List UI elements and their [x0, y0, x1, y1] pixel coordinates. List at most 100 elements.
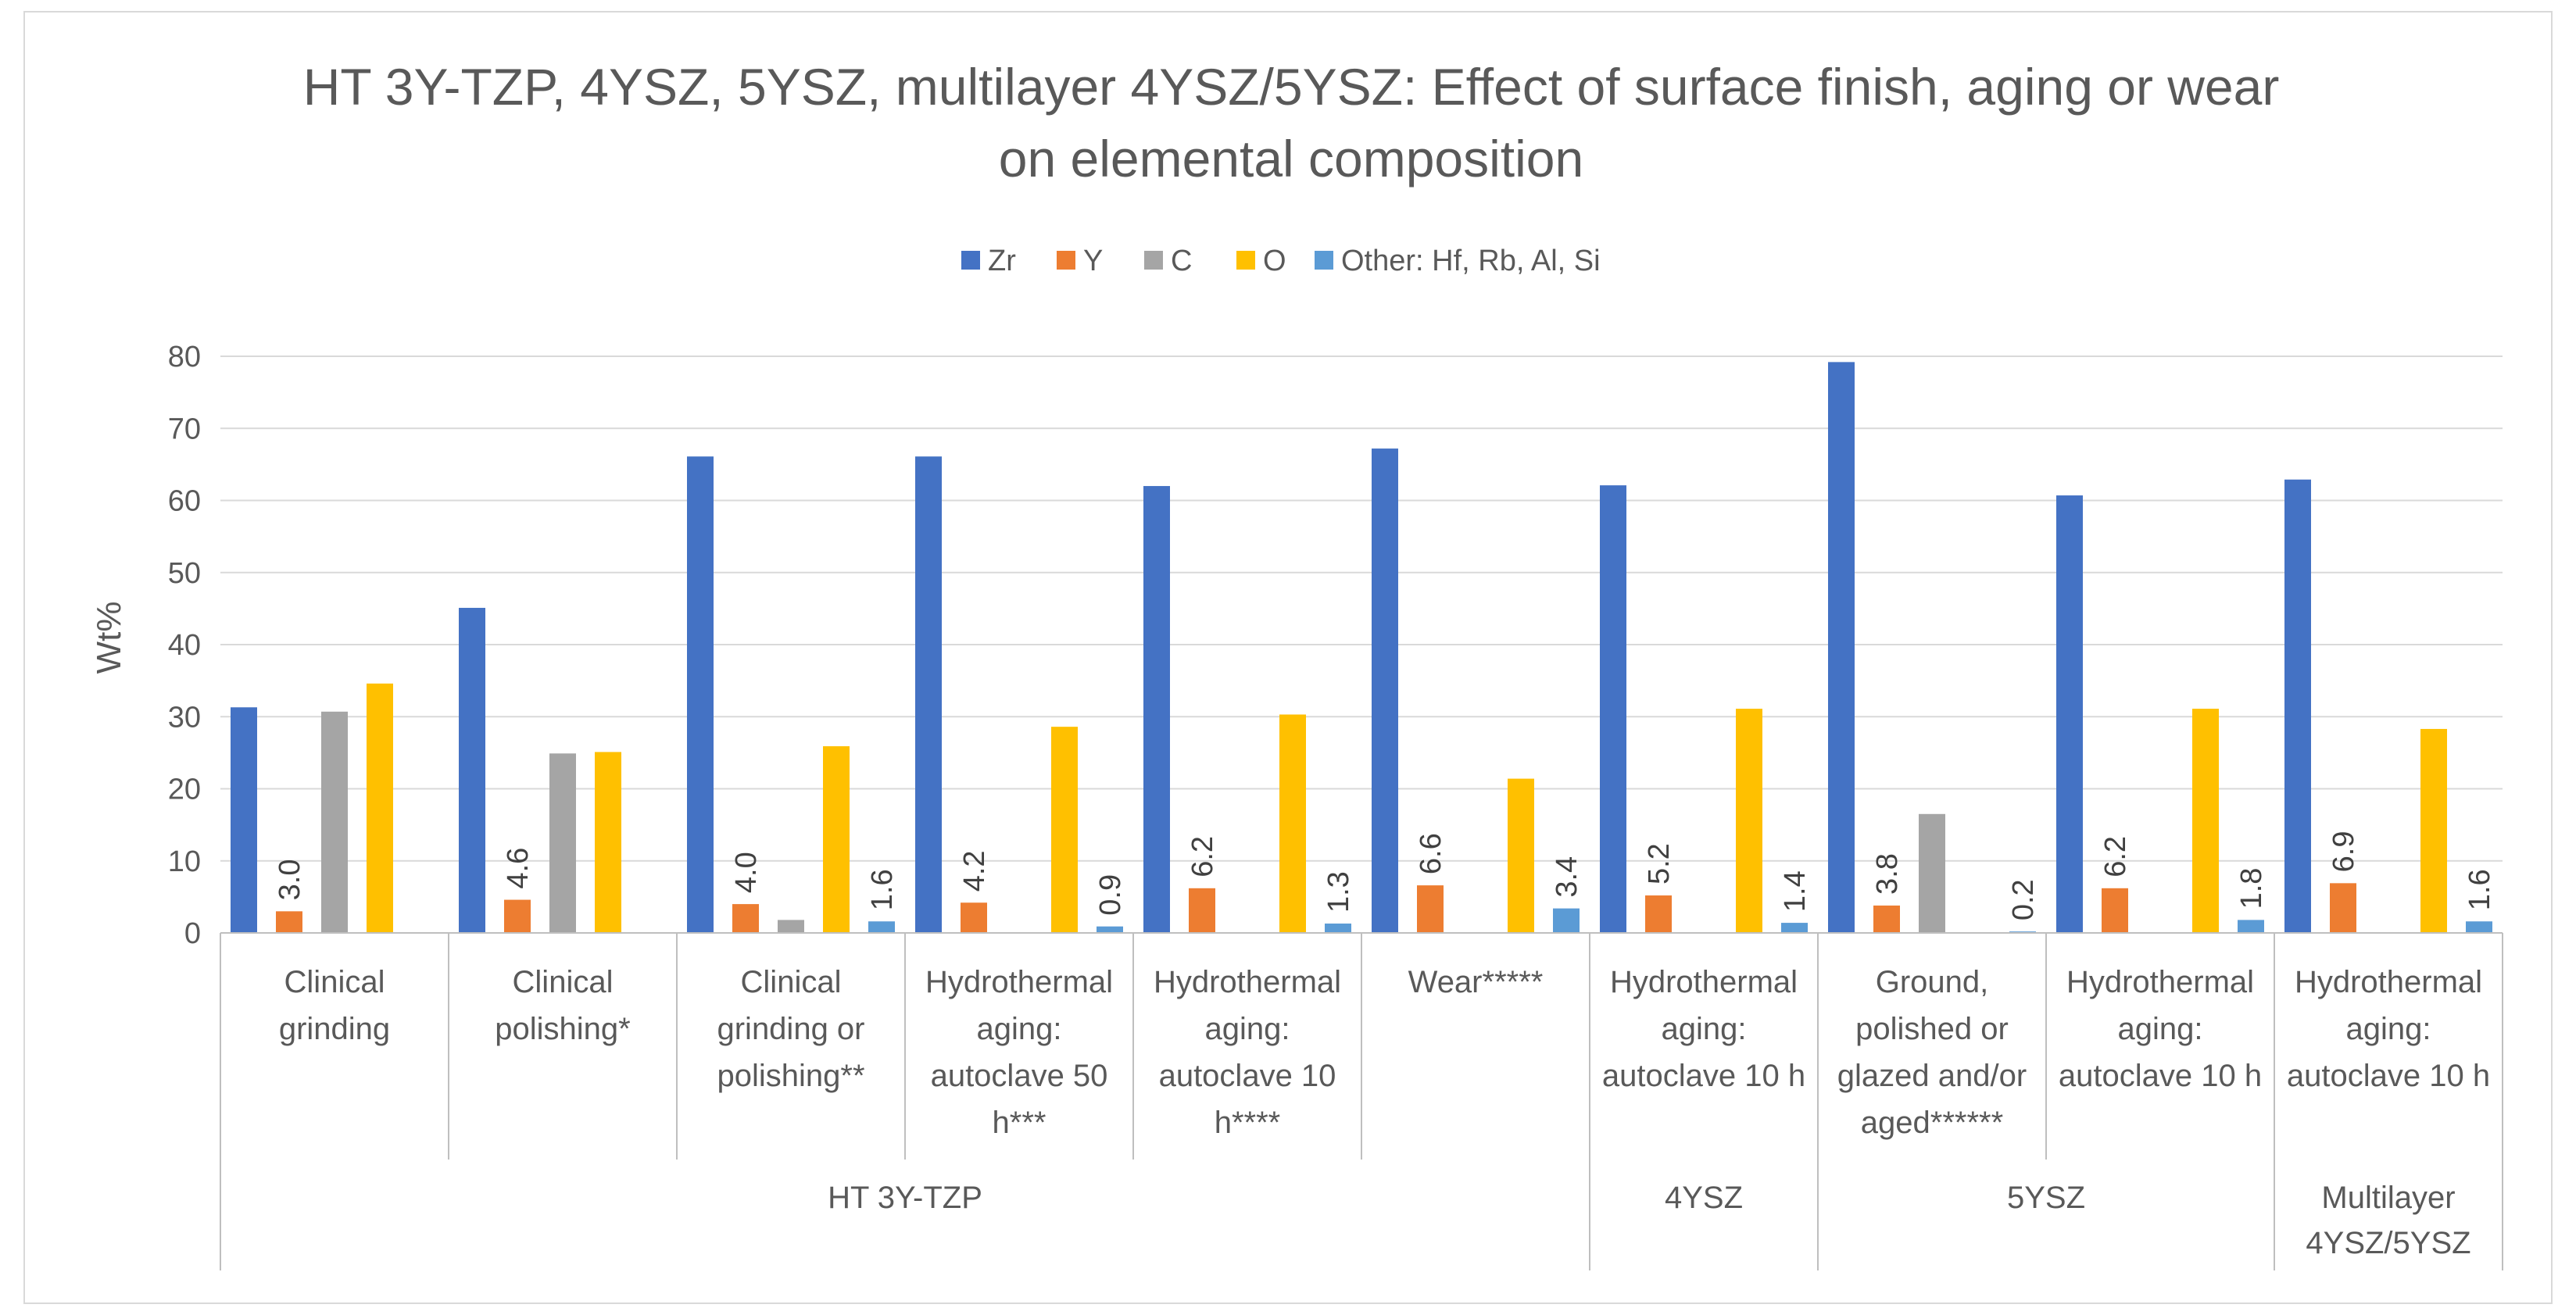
- category-label: Ground,: [1876, 965, 1989, 999]
- data-label: 6.6: [1415, 833, 1447, 874]
- legend-entry: Zr: [988, 245, 1016, 277]
- data-label: 3.8: [1871, 853, 1904, 895]
- chart-title-line-1: HT 3Y-TZP, 4YSZ, 5YSZ, multilayer 4YSZ/5…: [303, 58, 2280, 116]
- category-label: aging:: [1662, 1012, 1747, 1046]
- legend-swatch: [1236, 251, 1255, 270]
- bar-y-9: [2330, 883, 2356, 933]
- category-label: aging:: [2118, 1012, 2203, 1046]
- category-label: aged******: [1861, 1106, 2003, 1140]
- bar-other-4: [1325, 924, 1351, 933]
- bar-o-4: [1279, 714, 1306, 933]
- group-label: HT 3Y-TZP: [828, 1181, 982, 1215]
- data-label: 4.6: [502, 848, 535, 889]
- category-label: autoclave 10 h: [2287, 1059, 2490, 1093]
- category-label: aging:: [977, 1012, 1062, 1046]
- bar-o-5: [1508, 778, 1534, 933]
- legend-swatch: [1315, 251, 1333, 270]
- group-labels: HT 3Y-TZP 4YSZ 5YSZ Multilayer 4YSZ/5YSZ: [828, 1181, 2471, 1260]
- category-label: Hydrothermal: [2295, 965, 2482, 999]
- data-label: 6.2: [1186, 836, 1219, 877]
- data-label: 3.4: [1551, 856, 1583, 898]
- legend-entry: Other: Hf, Rb, Al, Si: [1341, 245, 1601, 277]
- bar-zr-9: [2284, 479, 2311, 933]
- y-tick-label: 0: [184, 917, 201, 950]
- data-label: 4.2: [958, 850, 991, 892]
- category-label: glazed and/or: [1837, 1059, 2027, 1093]
- category-label: grinding: [279, 1012, 390, 1046]
- y-axis-ticks: 0 10 20 30 40 50 60 70 80: [168, 341, 201, 950]
- bar-y-5: [1417, 885, 1444, 933]
- data-label: 1.6: [866, 869, 899, 910]
- category-label: Clinical: [284, 965, 385, 999]
- category-label: autoclave 10: [1159, 1059, 1336, 1093]
- legend-entry: C: [1171, 245, 1192, 277]
- bars: [231, 362, 2492, 933]
- y-tick-label: 70: [168, 413, 201, 445]
- legend: Zr Y C O Other: Hf, Rb, Al, Si: [961, 245, 1601, 277]
- data-label: 0.2: [2007, 879, 2040, 920]
- y-tick-label: 60: [168, 485, 201, 518]
- bar-o-8: [2192, 709, 2219, 933]
- data-label: 1.4: [1779, 870, 1812, 912]
- data-label: 1.8: [2235, 868, 2268, 909]
- bar-zr-0: [231, 707, 257, 933]
- bar-o-9: [2420, 728, 2447, 933]
- bar-other-6: [1781, 923, 1808, 933]
- y-tick-label: 50: [168, 557, 201, 590]
- bar-zr-1: [459, 607, 485, 933]
- legend-swatch: [961, 251, 980, 270]
- bar-zr-7: [1828, 362, 1855, 933]
- data-label: 1.6: [2463, 869, 2496, 910]
- y-axis-title: Wt%: [90, 602, 128, 674]
- category-label: aging:: [1205, 1012, 1290, 1046]
- bar-y-2: [732, 904, 759, 933]
- bar-y-1: [504, 899, 531, 933]
- bar-c-0: [321, 711, 348, 933]
- category-label: h****: [1215, 1106, 1281, 1140]
- legend-swatch: [1057, 251, 1075, 270]
- bar-o-2: [823, 746, 850, 933]
- category-label: autoclave 10 h: [1602, 1059, 1805, 1093]
- bar-other-5: [1553, 908, 1580, 933]
- bar-zr-3: [915, 456, 942, 933]
- y-tick-label: 40: [168, 629, 201, 662]
- bar-y-3: [961, 902, 987, 933]
- category-label: polished or: [1855, 1012, 2009, 1046]
- category-label: Hydrothermal: [925, 965, 1113, 999]
- group-label: Multilayer: [2321, 1181, 2455, 1215]
- data-label: 5.2: [1643, 843, 1676, 884]
- bar-y-7: [1873, 905, 1900, 933]
- category-label: Wear*****: [1408, 965, 1544, 999]
- legend-entry: Y: [1083, 245, 1103, 277]
- bar-other-3: [1097, 926, 1123, 933]
- bar-other-8: [2238, 920, 2264, 933]
- category-label: aging:: [2346, 1012, 2431, 1046]
- category-label: Hydrothermal: [2066, 965, 2254, 999]
- bar-zr-5: [1372, 448, 1398, 933]
- bar-zr-8: [2056, 495, 2083, 933]
- category-label: polishing**: [717, 1059, 864, 1093]
- chart-title-line-2: on elemental composition: [999, 130, 1583, 188]
- y-tick-label: 20: [168, 774, 201, 806]
- bar-y-0: [276, 911, 302, 933]
- bar-o-0: [367, 683, 393, 933]
- category-label: autoclave 10 h: [2059, 1059, 2262, 1093]
- bar-c-7: [1919, 813, 1945, 933]
- bar-y-8: [2102, 888, 2128, 933]
- bar-zr-2: [687, 456, 714, 933]
- y-tick-label: 80: [168, 341, 201, 373]
- y-tick-label: 30: [168, 701, 201, 734]
- data-label: 6.2: [2099, 836, 2132, 877]
- category-label: grinding or: [717, 1012, 864, 1046]
- bar-o-1: [595, 752, 621, 933]
- category-label: autoclave 50: [931, 1059, 1108, 1093]
- category-label: Hydrothermal: [1154, 965, 1341, 999]
- group-label: 5YSZ: [2007, 1181, 2085, 1215]
- category-label: Hydrothermal: [1610, 965, 1798, 999]
- bar-other-2: [868, 921, 895, 933]
- bar-zr-6: [1600, 485, 1626, 933]
- data-label: 0.9: [1094, 874, 1127, 916]
- bar-other-9: [2466, 921, 2492, 933]
- data-label: 3.0: [274, 859, 306, 900]
- bar-c-1: [549, 753, 576, 933]
